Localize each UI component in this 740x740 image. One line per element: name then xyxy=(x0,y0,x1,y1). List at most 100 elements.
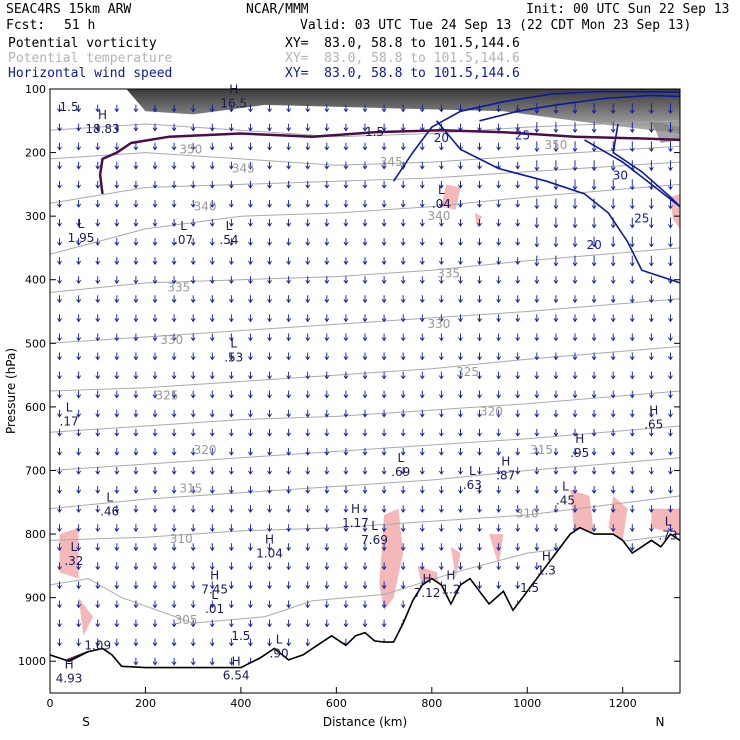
wind-vector xyxy=(610,524,616,533)
north-end-label: N xyxy=(656,715,665,729)
wind-vector xyxy=(190,505,196,513)
wind-vector xyxy=(114,142,120,151)
wind-vector xyxy=(400,199,406,208)
wind-vector xyxy=(133,657,139,666)
wind-vector xyxy=(267,505,272,513)
wind-vector xyxy=(458,219,463,227)
wind-vector xyxy=(267,276,272,285)
wind-vector xyxy=(152,123,158,132)
wind-vector xyxy=(305,600,311,609)
wind-vector xyxy=(591,276,597,285)
wind-vector xyxy=(610,295,616,304)
wind-vector xyxy=(152,142,158,151)
wind-vector xyxy=(95,581,101,590)
wind-vector xyxy=(458,314,463,323)
wind-vector xyxy=(362,257,368,265)
wind-vector xyxy=(610,409,616,418)
wind-vector xyxy=(248,638,253,647)
theta-contour-11 xyxy=(50,533,680,624)
wind-vector xyxy=(458,161,463,170)
x-tick-label: 1200 xyxy=(609,697,637,710)
moist-shading-3 xyxy=(450,546,461,579)
wind-vector xyxy=(114,600,120,609)
wind-vector xyxy=(171,104,177,113)
wind-vector xyxy=(152,447,158,456)
moist-shading-8 xyxy=(78,597,93,636)
wind-vector xyxy=(610,466,616,475)
extremum-marker: H xyxy=(210,569,219,583)
wind-vector xyxy=(133,619,139,628)
wind-vector xyxy=(591,390,597,399)
wind-vector xyxy=(419,486,425,494)
wind-vector xyxy=(419,409,425,418)
moist-shading-0 xyxy=(59,527,79,579)
wind-vector xyxy=(438,276,444,285)
theta-label: 325 xyxy=(155,388,178,402)
wind-vector xyxy=(591,428,597,437)
wind-vector xyxy=(228,657,234,666)
wind-vector xyxy=(171,295,177,304)
wind-vector xyxy=(190,619,196,628)
wind-vector xyxy=(152,543,158,552)
wind-vector xyxy=(76,524,82,533)
wind-vector xyxy=(286,466,292,475)
wind-vector xyxy=(553,543,559,552)
wind-vector xyxy=(381,180,387,189)
wind-vector xyxy=(133,447,139,456)
wind-vector xyxy=(496,371,502,380)
wind-vector xyxy=(381,142,387,151)
wind-vector xyxy=(171,199,177,208)
wind-vector xyxy=(305,524,311,533)
wind-vector xyxy=(362,161,368,170)
wind-vector xyxy=(668,333,673,342)
wind-vector xyxy=(648,524,654,533)
wind-vector xyxy=(381,524,387,533)
wind-vector xyxy=(209,371,215,380)
wind-vector xyxy=(228,142,234,151)
wind-vector xyxy=(668,255,673,267)
wind-vector xyxy=(515,276,521,285)
extremum-marker: L xyxy=(230,337,237,351)
wind-vector xyxy=(591,524,597,533)
wind-vector xyxy=(438,199,444,208)
wind-vector xyxy=(553,198,559,210)
wind-vector xyxy=(76,638,82,647)
wind-vector xyxy=(419,314,425,323)
wind-vector xyxy=(343,104,349,113)
wind-vector xyxy=(553,160,559,172)
extremum-value: .90 xyxy=(270,646,289,660)
wind-vector xyxy=(400,505,406,513)
pv-label: 1.5 xyxy=(60,100,79,114)
wind-vector xyxy=(190,238,196,246)
wind-vector xyxy=(209,180,215,189)
wind-vector xyxy=(381,466,387,475)
wind-vector xyxy=(534,122,540,133)
wind-vector xyxy=(267,371,272,380)
theta-contour-1 xyxy=(50,145,680,166)
theta-label: 345 xyxy=(380,155,403,169)
pv-shading-north xyxy=(651,120,680,143)
theta-contour-6 xyxy=(50,346,680,392)
wind-vector xyxy=(458,238,463,246)
wind-vector xyxy=(324,428,330,437)
wind-vector xyxy=(515,390,521,399)
y-tick-label: 100 xyxy=(25,83,46,96)
wind-vector xyxy=(419,466,425,475)
wind-vector xyxy=(610,276,616,285)
wind-vector xyxy=(286,180,292,189)
theta-label: 310 xyxy=(516,507,539,521)
wind-vector xyxy=(515,295,521,304)
wind-vector xyxy=(286,543,292,552)
wind-vector xyxy=(438,142,444,151)
wind-vector xyxy=(668,486,673,494)
wind-vector xyxy=(496,409,502,418)
wind-vector xyxy=(248,581,253,590)
wind-vector xyxy=(248,161,253,170)
wind-vector xyxy=(419,543,425,552)
theta-label: 350 xyxy=(544,138,567,152)
x-tick-label: 600 xyxy=(326,697,347,710)
wind-vector xyxy=(419,257,425,265)
wind-vector xyxy=(438,295,444,304)
wind-vector xyxy=(668,505,673,513)
wind-vector xyxy=(95,505,101,513)
